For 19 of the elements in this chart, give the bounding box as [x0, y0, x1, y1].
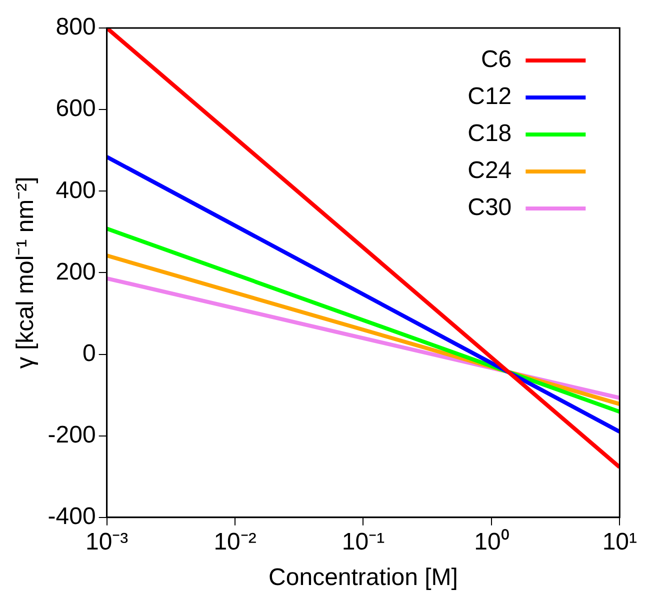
- y-tick-label: 200: [56, 258, 96, 286]
- y-axis-title: γ [kcal mol⁻¹ nm⁻²]: [12, 176, 40, 369]
- x-tick-label: 10⁻³: [85, 528, 128, 556]
- y-tick-label: 0: [82, 340, 96, 367]
- y-tick-label: 600: [56, 95, 96, 122]
- y-tick-label: 800: [56, 14, 96, 41]
- legend-label: C30: [468, 194, 512, 222]
- legend-label: C12: [468, 83, 512, 110]
- x-tick-label: 10⁻²: [214, 528, 256, 556]
- y-tick-label: -400: [48, 503, 96, 530]
- x-tick-label: 10⁻¹: [342, 528, 385, 556]
- x-tick-label: 10⁰: [474, 528, 509, 556]
- x-tick-label: 10¹: [602, 528, 638, 556]
- legend-label: C6: [480, 46, 512, 74]
- x-axis-title: Concentration [M]: [268, 564, 458, 592]
- y-tick-label: 400: [56, 176, 96, 204]
- y-tick-label: -200: [48, 421, 96, 448]
- legend-label: C18: [468, 120, 512, 148]
- legend-label: C24: [468, 157, 512, 184]
